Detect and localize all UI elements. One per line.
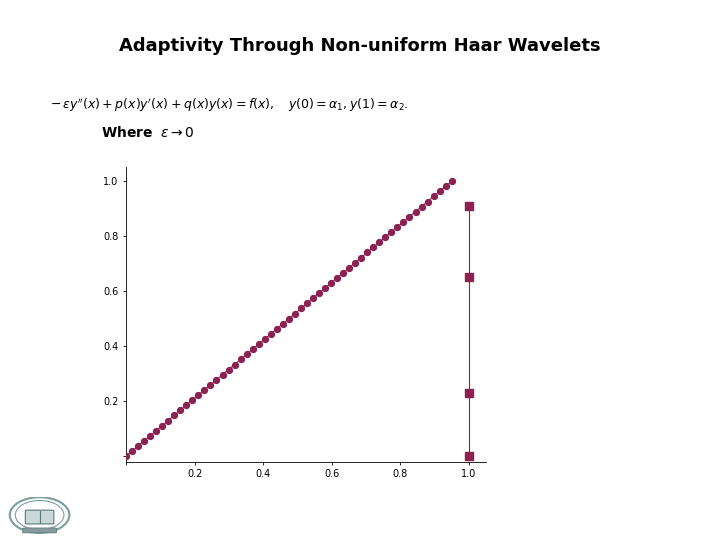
Point [440,182,451,191]
Point [193,391,204,400]
Point [168,411,180,420]
Point [126,447,138,455]
Point [404,212,415,221]
Point [277,320,289,328]
Point [271,325,282,333]
Point [463,389,474,397]
Point [235,355,246,364]
Point [307,294,319,302]
Point [325,279,337,287]
Point [463,452,474,461]
Point [265,329,276,338]
Point [241,350,253,359]
Point [163,416,174,425]
Point [301,299,312,308]
Point [132,442,144,450]
Point [211,375,222,384]
Point [410,207,421,216]
Point [199,386,210,394]
Point [289,309,301,318]
Point [295,304,307,313]
Point [247,345,258,354]
Point [217,370,228,379]
Point [138,437,150,445]
Point [379,233,391,241]
Point [415,202,427,211]
Point [186,396,198,404]
Point [204,381,216,389]
Point [181,401,192,409]
Point [331,274,343,282]
Point [361,248,373,257]
Point [428,192,439,201]
Point [422,197,433,206]
Point [446,177,457,185]
Point [283,314,294,323]
FancyBboxPatch shape [23,528,56,533]
Point [253,340,264,348]
Text: Adaptivity Through Non-uniform Haar Wavelets: Adaptivity Through Non-uniform Haar Wave… [120,37,600,55]
Point [222,365,234,374]
Point [392,222,403,231]
Point [156,421,168,430]
Point [259,335,271,343]
Point [338,268,349,277]
Point [150,427,162,435]
Point [374,238,385,247]
Point [313,289,325,298]
Text: $-\,\varepsilon y''(x) + p(x)y'(x) + q(x)y(x) = f(x),\quad y(0) = \alpha_1, y(1): $-\,\varepsilon y''(x) + p(x)y'(x) + q(x… [50,97,409,114]
Point [349,258,361,267]
Point [463,273,474,282]
Point [174,406,186,415]
Point [367,243,379,252]
Text: Where $\;\varepsilon \to 0$: Where $\;\varepsilon \to 0$ [101,125,194,140]
Point [356,253,367,262]
Point [319,284,330,293]
Point [343,264,355,272]
Point [463,201,474,210]
Point [120,452,132,461]
Point [397,218,409,226]
Point [145,431,156,440]
Point [229,360,240,369]
Point [434,187,446,195]
Point [386,228,397,237]
FancyBboxPatch shape [25,510,54,524]
